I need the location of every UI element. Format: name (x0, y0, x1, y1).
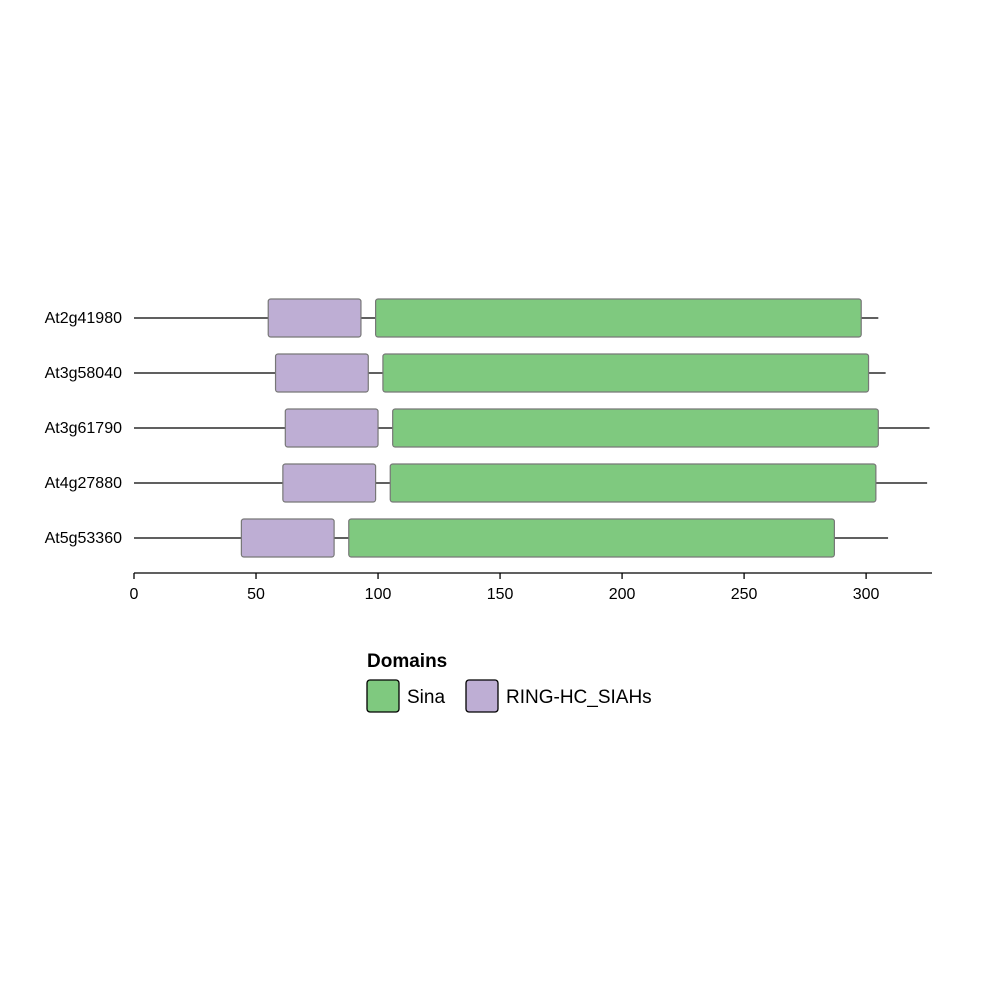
protein-row-At3g61790: At3g61790 (45, 408, 930, 448)
domain-box-sina (392, 408, 879, 448)
domain-box-sina (382, 353, 870, 393)
protein-row-At3g58040: At3g58040 (45, 353, 886, 393)
tick-label: 100 (365, 586, 392, 603)
tick-label: 200 (609, 586, 636, 603)
tick-label: 0 (130, 586, 139, 603)
protein-row-At4g27880: At4g27880 (45, 463, 928, 503)
protein-label: At2g41980 (45, 310, 123, 327)
domain-box-ring-hc-siahs (240, 518, 335, 558)
legend-title: Domains (367, 651, 447, 672)
domain-box-ring-hc-siahs (267, 298, 362, 338)
domain-box-ring-hc-siahs (282, 463, 377, 503)
legend-item-sina: Sina (366, 679, 445, 713)
legend-label: Sina (407, 687, 445, 708)
legend-label: RING-HC_SIAHs (506, 687, 652, 708)
legend-item-ring-hc-siahs: RING-HC_SIAHs (465, 679, 652, 713)
tick-label: 50 (247, 586, 265, 603)
protein-row-At2g41980: At2g41980 (45, 298, 879, 338)
domain-box-sina (389, 463, 877, 503)
tick-label: 150 (487, 586, 514, 603)
domain-box-sina (348, 518, 835, 558)
tick-label: 300 (853, 586, 880, 603)
protein-label: At3g61790 (45, 420, 123, 437)
domain-box-ring-hc-siahs (274, 353, 369, 393)
legend: Domains Sina RING-HC_SIAHs (366, 651, 652, 713)
protein-row-At5g53360: At5g53360 (45, 518, 889, 558)
protein-label: At3g58040 (45, 365, 123, 382)
protein-rows: At2g41980 At3g58040 At3g61790 At4g27880 At5g… (45, 298, 930, 558)
legend-items: Sina RING-HC_SIAHs (366, 679, 652, 713)
tick-label: 250 (731, 586, 758, 603)
x-axis: 0 50 100 150 200 250 300 (130, 572, 932, 603)
legend-swatch (465, 679, 499, 713)
protein-label: At4g27880 (45, 475, 123, 492)
domain-box-sina (374, 298, 862, 338)
domain-box-ring-hc-siahs (284, 408, 379, 448)
legend-swatch (366, 679, 400, 713)
protein-label: At5g53360 (45, 530, 123, 547)
